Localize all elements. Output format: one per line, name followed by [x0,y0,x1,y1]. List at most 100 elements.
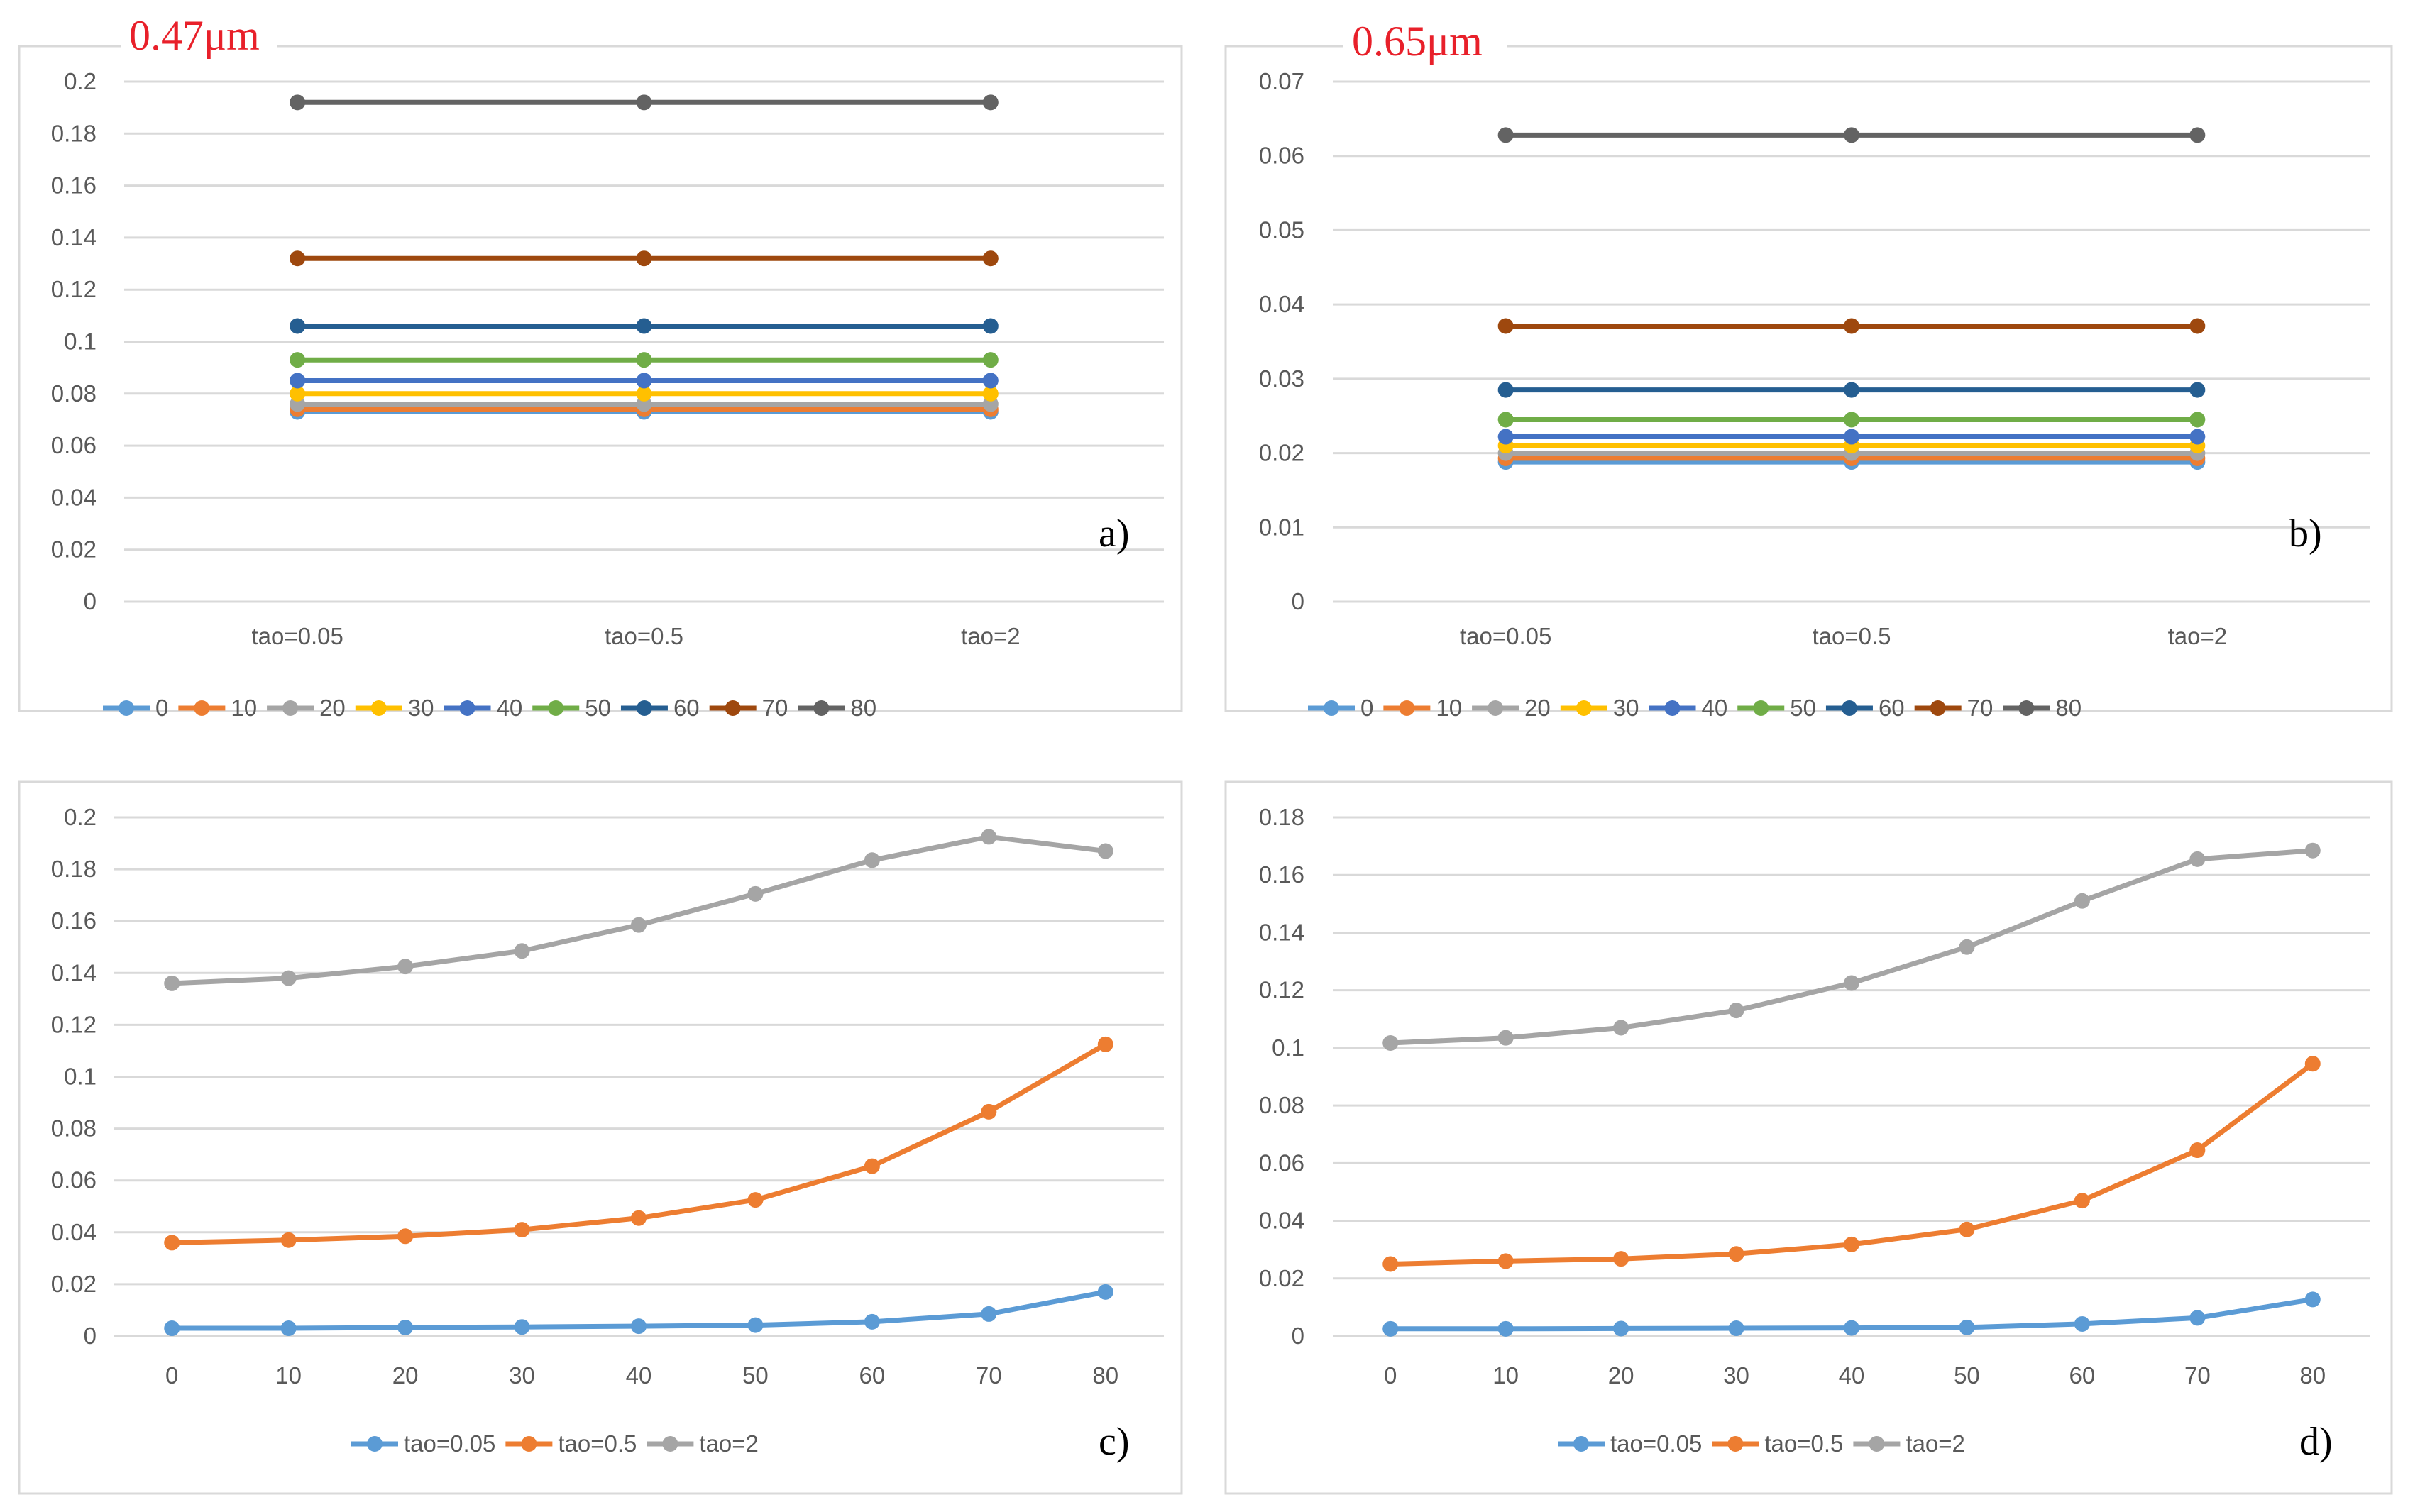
y-tick-label: 0.16 [1259,861,1304,888]
legend-swatch-marker [2018,700,2035,716]
legend-swatch-marker [282,700,299,716]
y-tick-label: 0.06 [1259,1149,1304,1176]
data-point [1844,412,1859,428]
data-point [2304,842,2321,859]
data-point [1613,1020,1629,1036]
y-tick-label: 0.18 [51,856,97,882]
legend-item-40: 40 [1649,695,1728,721]
legend-label: 0 [155,695,168,721]
y-tick-label: 0.12 [51,1011,97,1037]
data-point [1728,1320,1744,1337]
data-point [1844,1320,1859,1336]
legend-label: 40 [1702,695,1728,721]
data-point [1097,1284,1113,1300]
chart-title: 0.65μm [1352,18,1483,65]
data-point [2189,851,2206,867]
x-tick-label: 10 [275,1362,302,1389]
data-point [636,250,652,267]
chart-frame [1224,780,2393,1495]
x-tick-label: 20 [1608,1362,1634,1389]
panel-label: c) [1099,1420,1130,1464]
y-tick-label: 0.08 [51,380,97,407]
data-point [514,1222,530,1238]
data-point [2189,429,2206,445]
data-point [982,385,999,402]
legend-item-40: 40 [444,695,523,721]
y-tick-label: 0.06 [51,432,97,458]
legend-swatch-marker [813,700,830,716]
x-tick-label: 50 [1954,1362,1980,1389]
data-point [280,1232,297,1248]
legend-swatch-marker [1930,700,1946,716]
legend-item-80: 80 [2003,695,2082,721]
data-point [1497,429,1514,445]
legend-item-tao=0.5: tao=0.5 [1712,1430,1843,1457]
legend-label: 70 [1967,695,1994,721]
x-tick-label: 0 [165,1362,178,1389]
legend-label: 40 [497,695,523,721]
y-tick-label: 0 [84,588,97,614]
y-tick-label: 0.1 [64,329,97,355]
data-point [2189,1142,2206,1159]
x-tick-label: tao=0.05 [1460,623,1551,649]
data-point [397,1228,414,1245]
data-point [1844,382,1859,398]
data-point [981,829,997,845]
legend-label: tao=0.5 [1764,1430,1843,1457]
data-point [1382,1320,1399,1337]
data-point [1497,412,1514,428]
data-point [290,373,306,389]
x-tick-label: 70 [2184,1362,2211,1389]
legend-swatch-marker [1324,700,1339,716]
x-tick-label: 20 [392,1362,419,1389]
x-tick-label: 30 [509,1362,535,1389]
legend-swatch-marker [459,700,475,716]
data-point [397,1319,414,1335]
data-point [1097,843,1113,859]
data-point [1959,939,1975,955]
series-70 [1497,318,2206,334]
data-point [636,352,652,368]
x-tick-label: 70 [976,1362,1002,1389]
data-point [164,975,180,991]
y-tick-label: 0.02 [51,536,97,563]
series-40 [1497,429,2206,445]
legend-label: 20 [1524,695,1551,721]
x-tick-label: tao=2 [961,623,1021,649]
panel-label: d) [2299,1420,2333,1464]
data-point [1959,1221,1975,1237]
legend-item-tao=0.05: tao=0.05 [351,1430,495,1457]
x-tick-label: tao=0.5 [605,623,683,649]
data-point [1844,975,1859,991]
y-tick-label: 0 [1292,1323,1304,1349]
data-point [631,1318,647,1335]
legend-swatch-marker [521,1436,537,1452]
y-tick-label: 0.1 [64,1064,97,1090]
legend-swatch-marker [1869,1436,1885,1452]
data-point [1497,382,1514,398]
x-tick-label: 30 [1723,1362,1749,1389]
data-point [290,94,306,111]
series-tao=0.5 [164,1036,1113,1251]
data-point [982,250,999,267]
data-point [397,959,414,975]
legend-item-70: 70 [1914,695,1994,721]
legend-item-0: 0 [103,695,168,721]
y-tick-label: 0.2 [64,804,97,830]
chart-panel-d: 0 0.02 0.04 0.06 0.08 0.1 0.12 0.14 0.16 0.18 0 10 2… [1224,780,2393,1495]
chart-panel-b: 0 0.01 0.02 0.03 0.04 0.05 0.06 0.07 tao=0.05 tao… [1224,18,2393,721]
data-point [982,373,999,389]
series-50 [290,352,999,368]
series-60 [1497,382,2206,398]
data-point [1382,1256,1399,1272]
legend-label: tao=0.05 [404,1430,495,1457]
data-point [631,1210,647,1226]
data-point [1844,318,1859,334]
legend-label: 60 [673,695,700,721]
data-point [280,1320,297,1337]
data-point [1613,1251,1629,1267]
data-point [2074,1193,2090,1209]
data-point [290,250,306,267]
y-tick-label: 0.06 [51,1167,97,1193]
data-point [1844,127,1859,143]
